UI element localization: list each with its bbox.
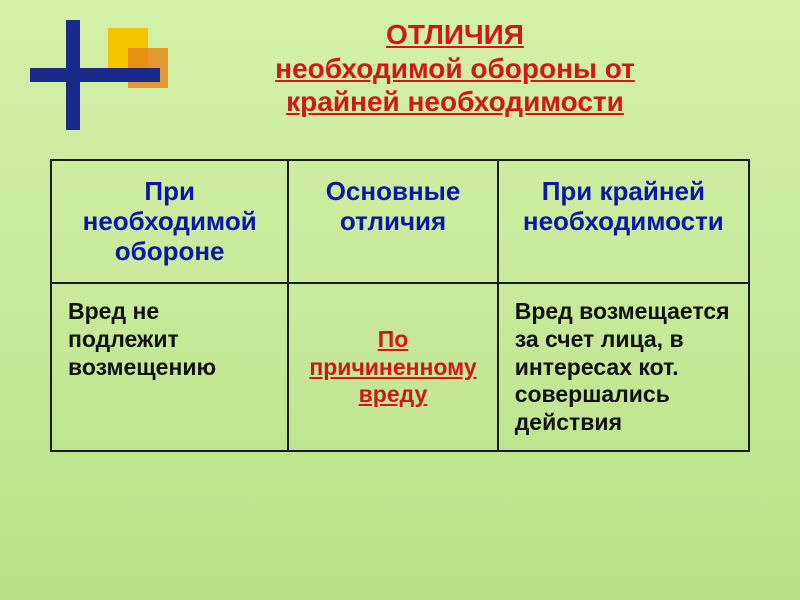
table-header-right: При крайней необходимости bbox=[498, 160, 749, 284]
cell-center: По причиненному вреду bbox=[288, 283, 497, 451]
table-header-left: При необходимой обороне bbox=[51, 160, 288, 284]
decorative-cross-vertical bbox=[66, 20, 80, 130]
cell-left: Вред не подлежит возмещению bbox=[51, 283, 288, 451]
table-row: Вред не подлежит возмещению По причиненн… bbox=[51, 283, 749, 451]
table-header-center: Основные отличия bbox=[288, 160, 497, 284]
cell-right: Вред возмещается за счет лица, в интерес… bbox=[498, 283, 749, 451]
decorative-cross-horizontal bbox=[30, 68, 160, 82]
title-line-2: необходимой обороны от bbox=[150, 52, 760, 86]
decorative-logo bbox=[30, 20, 170, 130]
title-line-3: крайней необходимости bbox=[150, 85, 760, 119]
comparison-table-container: При необходимой обороне Основные отличия… bbox=[50, 159, 750, 453]
table-header-row: При необходимой обороне Основные отличия… bbox=[51, 160, 749, 284]
title-line-1: ОТЛИЧИЯ bbox=[150, 18, 760, 52]
comparison-table: При необходимой обороне Основные отличия… bbox=[50, 159, 750, 453]
